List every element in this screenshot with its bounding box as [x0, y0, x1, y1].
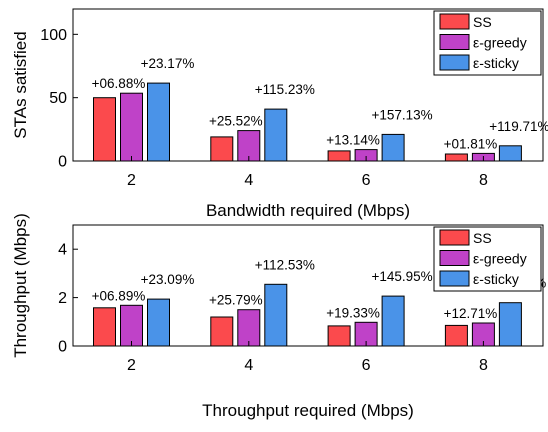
bar-SS-6: [327, 150, 351, 162]
bar-SS-4: [210, 316, 234, 347]
y-axis-label: Throughput (Mbps): [11, 213, 30, 358]
legend-label: ε-greedy: [473, 35, 527, 51]
data-label: +01.81%: [444, 136, 498, 151]
data-label: +25.52%: [209, 114, 263, 129]
legend: SS ε-greedy ε-sticky: [433, 226, 542, 292]
y-tick-label: 2: [58, 290, 67, 307]
legend-label: ε-greedy: [473, 251, 527, 267]
bar-SS-8: [444, 153, 468, 162]
bar-ε-sticky-2: [147, 298, 170, 347]
data-label: +12.71%: [444, 306, 498, 321]
legend-label: SS: [473, 230, 492, 246]
data-label: +13.14%: [326, 133, 380, 148]
bar-ε-sticky-6: [381, 133, 405, 162]
data-label: +115.23%: [255, 82, 315, 97]
axes-box: [72, 224, 544, 347]
x-tick-label: 2: [127, 172, 136, 189]
x-tick-label: 6: [362, 172, 371, 189]
data-label: +19.33%: [326, 305, 380, 320]
data-label: +157.13%: [372, 107, 433, 122]
legend-swatch-SS: [439, 13, 470, 30]
legend-swatch-ε-greedy: [439, 34, 470, 50]
legend-swatch-ε-greedy: [439, 250, 470, 266]
bar-ε-greedy-4: [237, 309, 261, 347]
data-label: +25.79%: [209, 293, 263, 308]
x-tick-label: 2: [127, 357, 136, 374]
legend-swatch-ε-sticky: [439, 54, 470, 71]
chart-panel-1: +06.88% +23.17% +25.52% +115.23% +13.14% +157…: [11, 8, 548, 220]
x-axis-label: Throughput required (Mbps): [202, 401, 414, 420]
axes-box: [72, 8, 544, 162]
data-label: +119.71%: [489, 119, 548, 134]
bar-ε-greedy-2: [120, 304, 143, 347]
y-tick-label: 0: [58, 154, 67, 171]
data-label: +06.88%: [92, 76, 146, 91]
chart-panel-2: +06.89%+23.09% +25.79% +112.53% +19.33% +145…: [11, 213, 546, 420]
bar-ε-sticky-2: [147, 82, 170, 162]
legend-swatch-ε-sticky: [439, 270, 470, 287]
bar-SS-2: [93, 307, 116, 347]
bar-ε-sticky-8: [498, 145, 522, 162]
x-tick-label: 8: [479, 172, 488, 189]
bar-ε-sticky-8: [498, 302, 522, 347]
legend-label: SS: [473, 14, 492, 30]
y-axis-label: STAs satisfied: [11, 31, 30, 138]
data-label: +23.17%: [141, 56, 195, 71]
y-tick-label: 4: [58, 242, 67, 259]
x-tick-label: 6: [362, 357, 371, 374]
y-tick-label: 0: [58, 339, 67, 356]
bar-ε-sticky-4: [264, 283, 288, 347]
data-label: +06.89%: [92, 288, 146, 303]
data-label: +112.53%: [255, 257, 315, 272]
bar-SS-4: [210, 136, 234, 162]
legend: SS ε-greedy ε-sticky: [433, 10, 542, 76]
x-tick-label: 4: [244, 357, 253, 374]
x-tick-label: 8: [479, 357, 488, 374]
y-tick-label: 50: [49, 90, 67, 107]
x-tick-label: 4: [244, 172, 253, 189]
bar-ε-greedy-2: [120, 92, 143, 162]
bar-ε-sticky-4: [264, 108, 288, 162]
bar-SS-6: [327, 325, 351, 347]
bar-SS-8: [444, 324, 468, 347]
legend-label: ε-sticky: [473, 271, 519, 287]
bar-SS-2: [93, 97, 116, 162]
bar-ε-sticky-6: [381, 295, 405, 347]
data-label: +145.95%: [372, 269, 433, 284]
legend-label: ε-sticky: [473, 55, 519, 71]
y-tick-label: 100: [40, 27, 67, 44]
x-axis-label: Bandwidth required (Mbps): [206, 201, 410, 220]
legend-swatch-SS: [439, 229, 470, 246]
data-label: +23.09%: [141, 272, 195, 287]
